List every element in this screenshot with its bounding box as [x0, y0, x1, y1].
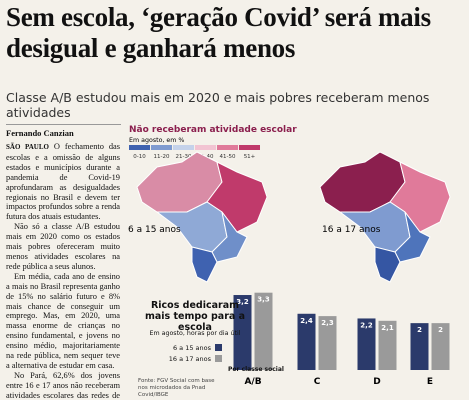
legend-label: 11-20: [154, 154, 170, 160]
bar: [410, 323, 429, 370]
legend-label: 41-50: [220, 154, 236, 160]
legend-swatch: [215, 355, 222, 362]
bar: [378, 320, 397, 370]
paragraph: Em média, cada ano de ensino a mais no B…: [6, 271, 120, 370]
value-label: 2,2: [360, 321, 373, 329]
map-label: 6 a 15 anos: [128, 225, 181, 235]
legend-label: 16 a 17 anos: [168, 354, 211, 363]
map-label: 16 a 17 anos: [322, 225, 381, 235]
bar: [233, 295, 252, 370]
x-tick-label: D: [373, 377, 380, 387]
legend-swatch: [239, 145, 260, 150]
source: Fonte: FGV Social com base nos microdado…: [138, 378, 215, 398]
legend-label: 6 a 15 anos: [172, 343, 211, 352]
x-tick-label: C: [314, 377, 321, 387]
bar-chart: 3,2 3,3 A/B 2,4 2,3 C 2,2 2,1 D 2 2 E: [233, 292, 450, 387]
legend-swatch: [195, 145, 216, 150]
chart-subtitle: Em agosto, horas por dia útil: [149, 330, 241, 337]
legend: 6 a 15 anos 16 a 17 anos: [150, 342, 222, 364]
value-label: 2,1: [381, 324, 394, 332]
legend-item: 6 a 15 anos: [150, 342, 222, 353]
paragraph: SÃO PAULO O fechamento das escolas e a o…: [6, 142, 120, 222]
legend-label: 51+: [244, 154, 256, 160]
value-label: 3,2: [236, 298, 249, 306]
x-tick-label: A/B: [244, 377, 261, 387]
subtitle: Classe A/B estudou mais em 2020 e mais p…: [6, 90, 430, 120]
value-label: 2: [417, 326, 422, 334]
chart-title: Ricos dedicaram mais tempo para a escola: [144, 300, 246, 333]
value-label: 2,4: [300, 317, 313, 325]
legend-subtitle: Em agosto, em %: [129, 137, 184, 144]
article-body: SÃO PAULO O fechamento das escolas e a o…: [6, 142, 120, 400]
legend-swatch: [173, 145, 194, 150]
dateline: SÃO PAULO: [6, 143, 49, 151]
legend-label: 0-10: [133, 154, 146, 160]
bar: [254, 292, 273, 370]
map: [319, 151, 451, 283]
bar: [297, 313, 316, 370]
paragraph: No Pará, 62,6% dos jovens entre 16 e 17 …: [6, 370, 120, 400]
bar: [357, 318, 376, 370]
legend-swatch: [151, 145, 172, 150]
value-label: 3,3: [257, 296, 270, 304]
legend-item: 16 a 17 anos: [150, 353, 222, 364]
legend-title: Não receberam atividade escolar: [129, 125, 297, 135]
graphic: Não receberam atividade escolar Em agost…: [128, 125, 451, 387]
byline: Fernando Canzian: [6, 124, 121, 138]
paragraph-text: O fechamento das escolas e a omissão de …: [6, 142, 120, 222]
value-label: 2,3: [321, 319, 334, 327]
legend-swatch: [217, 145, 238, 150]
legend-swatch: [215, 344, 222, 351]
legend-swatch: [129, 145, 150, 150]
x-tick-label: E: [427, 377, 433, 387]
bar: [318, 316, 337, 370]
bar: [431, 323, 450, 370]
legend-label: 21-30: [176, 154, 192, 160]
value-label: 2: [438, 326, 443, 334]
x-axis-label: Por classe social: [228, 366, 284, 373]
map: [136, 151, 268, 283]
paragraph: Não só a classe A/B estudou mais em 2020…: [6, 222, 120, 271]
headline: Sem escola, ‘geração Covid’ será mais de…: [6, 2, 431, 63]
